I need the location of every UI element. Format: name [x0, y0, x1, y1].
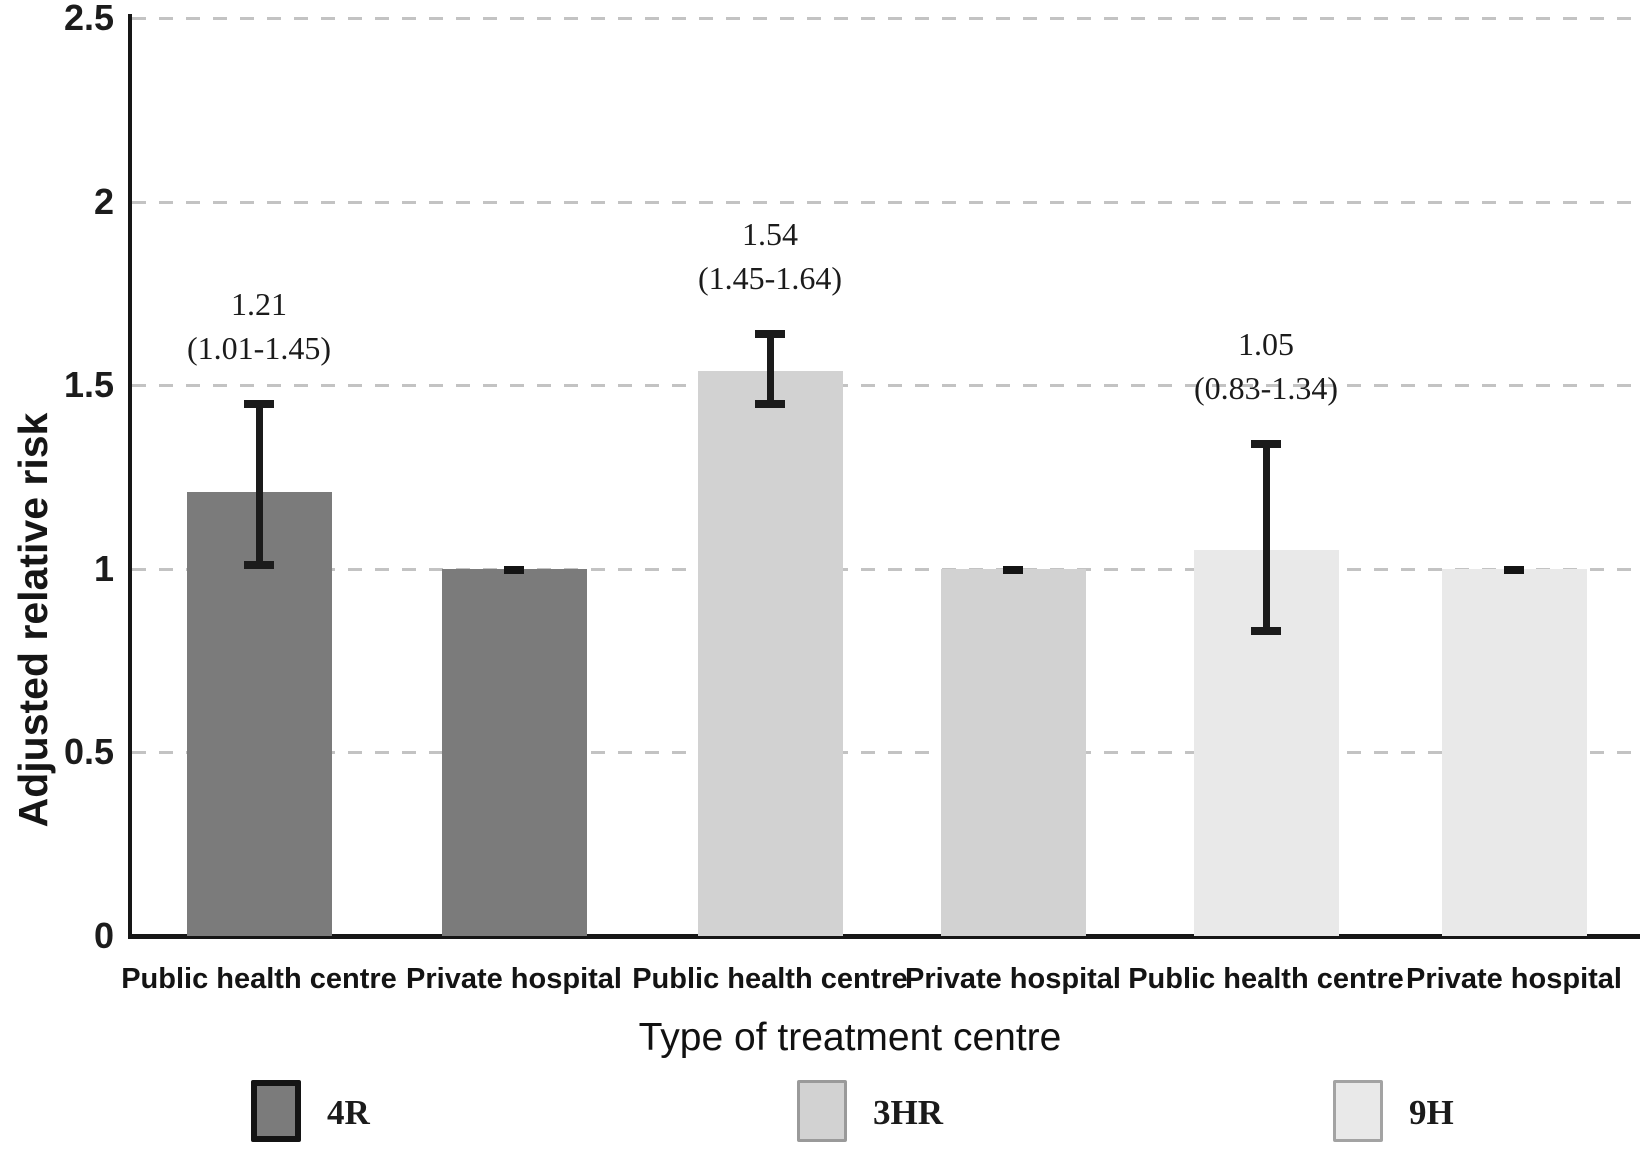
x-tick-label: Private hospital: [905, 963, 1121, 995]
legend-item-9h: 9H: [1333, 1080, 1553, 1146]
bar-4r-private: [441, 568, 587, 936]
gridline-y-2.5: [132, 17, 1636, 20]
y-axis-line: [128, 14, 132, 938]
legend-item-3hr: 3HR: [797, 1080, 1017, 1146]
x-tick-label: Private hospital: [1406, 963, 1622, 995]
gridline-y-2: [132, 200, 1636, 204]
bar-3hr-private: [940, 568, 1086, 936]
y-tick-label: 0.5: [63, 731, 114, 773]
x-tick-label: Public health centre: [121, 963, 397, 995]
x-axis-title: Type of treatment centre: [638, 1016, 1062, 1059]
error-bar-cap-upper: [244, 399, 274, 408]
x-tick-label: Private hospital: [406, 963, 622, 995]
error-bar-cap-upper: [755, 329, 785, 338]
error-bar-cap-upper: [1251, 439, 1281, 448]
gridline-y-1.5: [132, 384, 1636, 388]
error-bar-cap-lower: [755, 399, 785, 408]
error-bar: [255, 403, 263, 566]
legend-swatch-3hr: [797, 1080, 847, 1142]
gridline-y-0.5: [132, 751, 1636, 755]
reference-tick: [1504, 565, 1524, 574]
reference-tick: [504, 565, 524, 574]
bar-9h-private: [1441, 568, 1587, 936]
error-bar: [766, 333, 774, 404]
y-tick-label: 2: [93, 180, 114, 222]
legend-label-9h: 9H: [1409, 1093, 1454, 1132]
legend-item-4r: 4R: [251, 1080, 471, 1146]
error-bar: [1262, 443, 1270, 632]
y-tick-label: 1.5: [63, 364, 114, 406]
x-tick-label: Public health centre: [1128, 963, 1404, 995]
error-bar-cap-lower: [244, 561, 274, 570]
x-axis-line: [128, 934, 1640, 939]
legend-swatch-4r: [251, 1080, 301, 1142]
y-tick-label: 1: [93, 547, 114, 589]
bar-value-label: 1.05 (0.83-1.34): [1194, 325, 1338, 406]
legend-label-4r: 4R: [327, 1093, 370, 1132]
bar-3hr-public: [697, 370, 843, 936]
y-tick-label: 2.5: [63, 0, 114, 38]
legend-label-3hr: 3HR: [873, 1093, 943, 1132]
bar-value-label: 1.54 (1.45-1.64): [698, 215, 842, 296]
error-bar-cap-lower: [1251, 627, 1281, 636]
gridline-y-1: [132, 567, 1636, 571]
y-tick-label: 0: [93, 915, 114, 956]
reference-tick: [1003, 565, 1023, 574]
bar-value-label: 1.21 (1.01-1.45): [187, 285, 331, 366]
legend-swatch-9h: [1333, 1080, 1383, 1142]
x-tick-label: Public health centre: [632, 963, 908, 995]
